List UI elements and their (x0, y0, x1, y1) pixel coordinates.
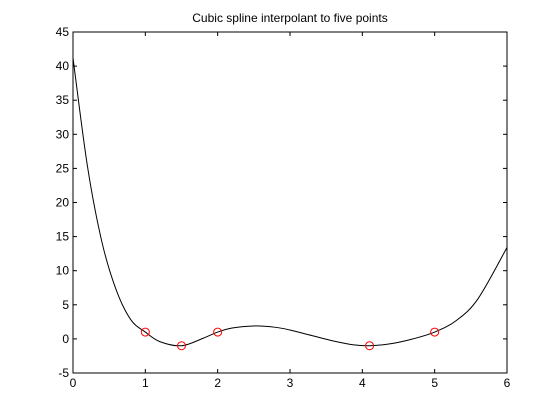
axis-ticks (72, 31, 508, 374)
x-tick-label: 1 (142, 376, 149, 390)
x-tick-label: 6 (504, 376, 511, 390)
x-tick-label: 5 (431, 376, 438, 390)
data-point-marker (140, 327, 150, 337)
y-tick-label: 10 (56, 264, 70, 278)
y-tick-label: 0 (62, 332, 69, 346)
x-tick-label: 4 (359, 376, 366, 390)
x-tick-label: 2 (214, 376, 221, 390)
y-tick-label: 40 (56, 59, 70, 73)
data-point-marker (177, 341, 186, 351)
x-tick-label: 0 (70, 376, 77, 390)
x-tick-label: 3 (287, 376, 294, 390)
y-tick-label: 30 (56, 127, 70, 141)
y-tick-label: -5 (58, 366, 69, 380)
y-tick-label: 35 (56, 93, 70, 107)
spline-curve-line (72, 57, 508, 347)
plot-area (72, 31, 508, 374)
data-point-marker (430, 327, 440, 337)
y-tick-label: 15 (56, 230, 70, 244)
y-tick-label: 45 (56, 25, 70, 39)
data-point-marker (365, 341, 375, 351)
y-tick-label: 25 (56, 161, 70, 175)
data-point-marker (213, 327, 223, 337)
y-tick-label: 20 (56, 196, 70, 210)
chart-title: Cubic spline interpolant to five points (192, 11, 387, 25)
data-point-markers (140, 327, 440, 351)
y-tick-label: 5 (62, 298, 69, 312)
